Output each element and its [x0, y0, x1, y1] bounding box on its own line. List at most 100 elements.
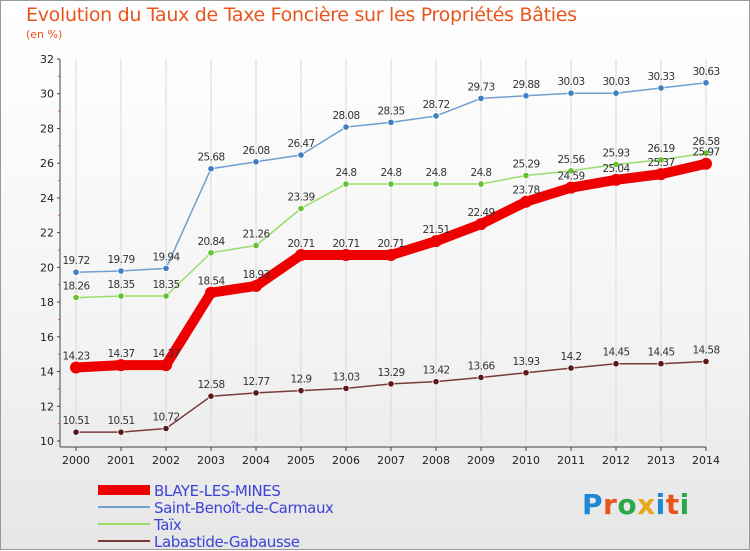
data-point [612, 89, 620, 97]
data-point [522, 369, 530, 377]
legend-swatch [98, 523, 150, 525]
data-label: 14.58 [692, 344, 719, 356]
data-label: 25.37 [647, 157, 674, 169]
y-tick-label: 32 [40, 53, 54, 66]
y-tick-label: 18 [40, 296, 54, 309]
data-point [207, 165, 215, 173]
data-point [160, 359, 172, 372]
data-point [205, 286, 217, 299]
data-label: 29.88 [512, 79, 539, 91]
data-point [117, 292, 125, 300]
data-label: 24.59 [557, 171, 584, 183]
data-point [700, 157, 712, 170]
data-point [432, 112, 440, 120]
data-label: 14.2 [561, 351, 582, 363]
x-tick-label: 2004 [242, 454, 270, 467]
data-label: 10.51 [107, 415, 134, 427]
data-label: 25.29 [512, 159, 539, 171]
x-tick-label: 2007 [377, 454, 405, 467]
data-label: 26.19 [647, 143, 674, 155]
data-point [520, 195, 532, 208]
data-label: 23.39 [287, 192, 314, 204]
data-point [342, 180, 350, 188]
data-point [522, 92, 530, 100]
data-point [432, 180, 440, 188]
data-point [385, 249, 397, 262]
data-label: 26.08 [242, 145, 269, 157]
legend-swatch [98, 506, 150, 508]
data-point [162, 264, 170, 273]
y-tick-label: 16 [40, 331, 54, 344]
data-point [387, 380, 395, 388]
data-label: 18.35 [152, 279, 179, 291]
data-point [657, 84, 665, 92]
data-label: 24.8 [381, 167, 402, 179]
data-point [162, 292, 170, 300]
data-point [702, 149, 710, 157]
data-point [657, 360, 665, 368]
data-label: 25.68 [197, 152, 224, 164]
data-label: 18.54 [197, 276, 225, 288]
data-label: 14.45 [602, 347, 629, 359]
x-tick-label: 2000 [62, 454, 90, 467]
data-point [610, 173, 622, 186]
y-tick-label: 30 [40, 88, 54, 101]
legend-label: Saint-Benoît-de-Carmaux [154, 499, 334, 517]
data-label: 26.58 [692, 136, 719, 148]
x-tick-label: 2013 [647, 454, 675, 467]
data-label: 30.63 [692, 66, 719, 78]
legend-swatch [98, 540, 150, 542]
x-tick-label: 2005 [287, 454, 315, 467]
data-point [297, 151, 305, 159]
data-point [612, 160, 620, 168]
x-tick-label: 2008 [422, 454, 450, 467]
data-label: 19.94 [152, 251, 180, 263]
data-label: 13.93 [512, 356, 539, 368]
data-point [475, 218, 487, 231]
data-label: 12.77 [242, 376, 269, 388]
data-label: 14.45 [647, 347, 674, 359]
data-point [117, 267, 125, 275]
data-point [207, 392, 215, 400]
data-label: 30.33 [647, 71, 674, 83]
y-tick-label: 14 [40, 366, 54, 379]
y-tick-label: 22 [40, 227, 54, 240]
chart-title: Evolution du Taux de Taxe Foncière sur l… [26, 4, 577, 26]
data-label: 13.66 [467, 360, 495, 372]
data-point [565, 181, 577, 194]
data-point [702, 357, 710, 366]
data-point [477, 94, 485, 103]
data-label: 29.73 [467, 81, 494, 93]
legend-label: Taïx [154, 516, 182, 534]
data-label: 21.26 [242, 228, 270, 240]
data-label: 28.72 [422, 99, 449, 111]
x-tick-label: 2001 [107, 454, 135, 467]
data-label: 25.93 [602, 147, 629, 159]
data-point [340, 249, 352, 262]
data-point [72, 428, 80, 436]
data-point [477, 373, 485, 382]
data-label: 24.8 [471, 167, 492, 179]
chart-subtitle: (en %) [26, 28, 63, 41]
data-label: 10.72 [152, 411, 179, 423]
x-tick-label: 2006 [332, 454, 360, 467]
data-point [477, 180, 485, 188]
data-label: 30.03 [602, 76, 629, 88]
legend-label: BLAYE-LES-MINES [154, 482, 281, 500]
data-label: 13.42 [422, 365, 449, 377]
data-label: 10.51 [62, 415, 89, 427]
data-point [297, 204, 305, 213]
data-point [387, 180, 395, 188]
data-point [567, 89, 575, 97]
data-label: 18.35 [107, 279, 134, 291]
line-chart: 10 12 14 16 18 20 22 24 26 28 30 32 2000 2001 2002 2003… [40, 53, 720, 467]
data-point [115, 359, 127, 372]
data-label: 20.71 [332, 238, 359, 250]
data-point [567, 364, 575, 372]
data-point [252, 389, 260, 397]
data-label: 13.03 [332, 371, 359, 383]
data-label: 28.35 [377, 105, 404, 117]
proxiti-logo: Proxiti [582, 488, 690, 521]
data-point [70, 361, 82, 374]
data-point [252, 158, 260, 166]
